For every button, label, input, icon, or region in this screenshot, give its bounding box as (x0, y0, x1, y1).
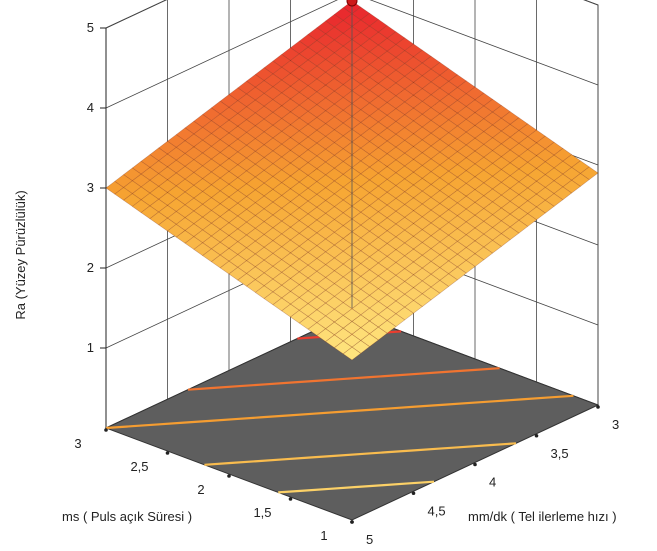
surface-cell (333, 340, 353, 355)
y-axis-title: ms ( Puls açık Süresi ) (62, 509, 192, 524)
x-tick (473, 462, 477, 467)
z-tick-label: 2 (87, 260, 94, 275)
surface-cell (149, 211, 169, 226)
surface-cell (123, 193, 142, 207)
y-tick-label: 2,5 (130, 459, 148, 474)
surface-cell (228, 266, 248, 281)
surface-cell (184, 236, 204, 250)
surface-cell (193, 242, 212, 256)
surface-cell (316, 328, 335, 342)
y-tick (104, 428, 108, 432)
x-tick-label: 5 (366, 532, 373, 547)
contour-line (105, 394, 574, 430)
x-axis-title: mm/dk ( Tel ilerleme hızı ) (468, 509, 617, 524)
y-tick-label: 2 (197, 482, 204, 497)
surface-cell (272, 297, 292, 312)
x-tick-label: 3,5 (551, 446, 569, 461)
y-tick (288, 497, 293, 501)
surface-cell (202, 248, 221, 263)
x-tick-label: 3 (612, 417, 619, 432)
y-tick-label: 1 (320, 528, 327, 543)
contour-line (187, 367, 500, 391)
surface-cell (175, 230, 195, 244)
highlight-point (346, 0, 358, 7)
surface-cell (219, 260, 239, 275)
x-tick (350, 520, 354, 524)
surface-cell (307, 322, 327, 336)
surface-cell (281, 303, 300, 318)
x-tick (596, 405, 600, 409)
x-tick-label: 4 (489, 475, 496, 490)
surface-cell (298, 316, 318, 330)
highlight-marker (346, 0, 358, 308)
response-surface (105, 0, 599, 361)
x-tick (534, 433, 539, 438)
z-tick-label: 5 (87, 20, 94, 35)
surface-cell (131, 199, 151, 213)
contour-line (278, 480, 435, 494)
contour-line (204, 442, 517, 466)
z-tick-label: 4 (87, 100, 94, 115)
axis-ticks: 1 2 3 4 5 1 1,5 2 2,5 3 3 3,5 4 4,5 5 (74, 20, 619, 547)
surface-cell (158, 217, 177, 232)
x-tick (411, 491, 416, 496)
surface-cell (289, 309, 309, 324)
surface-cell (166, 223, 186, 238)
y-tick-label: 3 (74, 436, 81, 451)
surface-cell (237, 273, 256, 287)
floor-contours (105, 330, 574, 494)
z-axis-title: Ra (Yüzey Pürüzlülük) (13, 190, 28, 319)
z-gridline (105, 0, 599, 109)
y-tick (227, 474, 231, 478)
z-tick-label: 1 (87, 340, 94, 355)
y-tick (165, 451, 170, 455)
x-tick-label: 4,5 (428, 503, 446, 518)
surface-cell (342, 346, 362, 361)
z-tick-label: 3 (87, 180, 94, 195)
surface-cell (114, 187, 133, 201)
y-tick-label: 1,5 (253, 505, 271, 520)
surface-cell (254, 285, 274, 299)
surface-cell (246, 279, 265, 293)
